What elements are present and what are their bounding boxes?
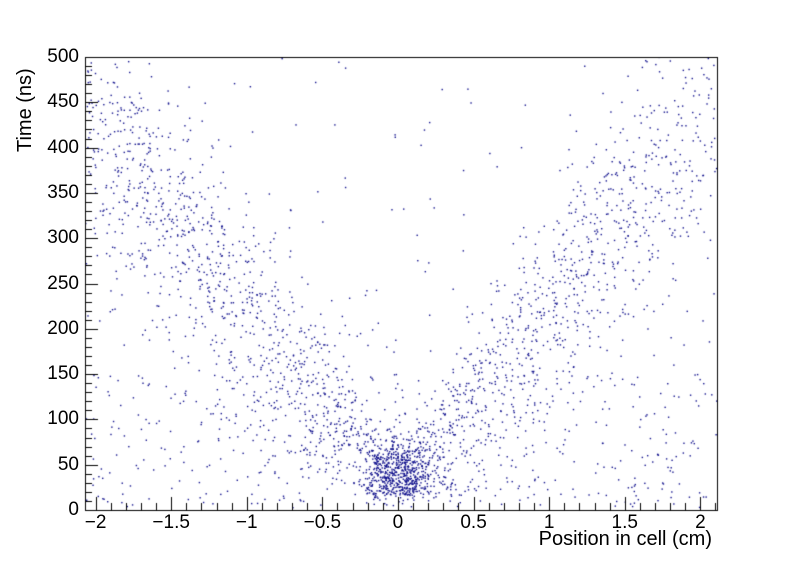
y-tick-label: 100 bbox=[47, 408, 79, 430]
x-axis-title: Position in cell (cm) bbox=[538, 528, 712, 550]
y-tick-label: 500 bbox=[47, 46, 79, 67]
y-tick-label: 0 bbox=[68, 499, 79, 520]
y-tick-label: 300 bbox=[47, 227, 79, 249]
x-tick-label: 1.5 bbox=[611, 512, 638, 533]
y-tick-label: 50 bbox=[57, 453, 79, 475]
y-tick-label: 150 bbox=[47, 363, 79, 385]
x-tick-label: −1.5 bbox=[152, 512, 190, 533]
y-tick-label: 400 bbox=[47, 136, 79, 158]
x-tick-label: 0 bbox=[392, 512, 404, 533]
x-tick-label: 2 bbox=[695, 512, 706, 533]
x-tick-label: 1 bbox=[543, 512, 555, 533]
y-tick-label: 250 bbox=[47, 272, 79, 294]
y-tick-label: 200 bbox=[47, 317, 79, 339]
y-tick-label: 450 bbox=[47, 91, 79, 113]
x-tick-label: 0.5 bbox=[460, 512, 487, 533]
x-tick-label: −1 bbox=[235, 512, 258, 533]
x-tick-label: −0.5 bbox=[303, 512, 342, 533]
x-tick-label: −2 bbox=[84, 512, 107, 533]
y-tick-label: 350 bbox=[47, 181, 79, 203]
